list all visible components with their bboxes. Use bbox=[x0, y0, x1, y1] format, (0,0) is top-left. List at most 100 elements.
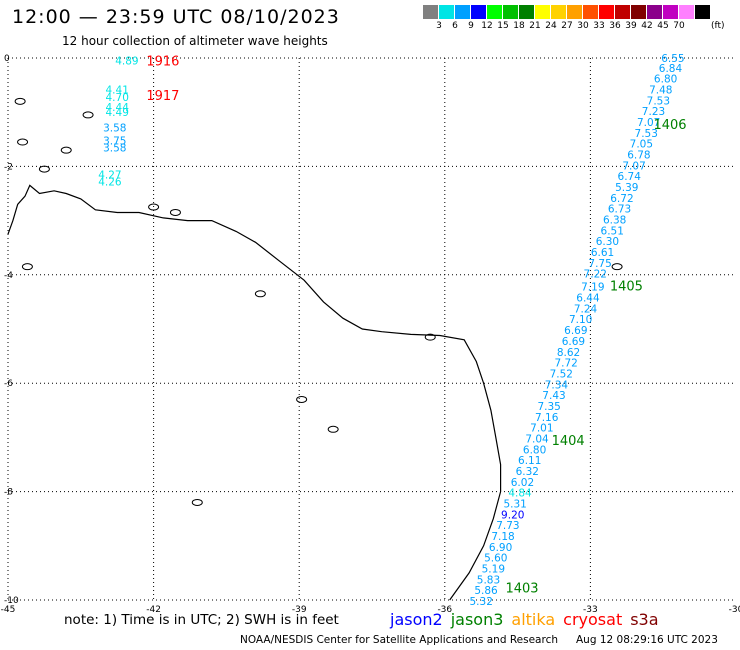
lat-tick-label: -6 bbox=[4, 379, 13, 389]
legend-tick-label: 18 bbox=[513, 21, 525, 31]
legend-tick-label: 9 bbox=[468, 21, 474, 31]
swh-label: 6.38 bbox=[603, 215, 626, 227]
swh-label: 6.61 bbox=[591, 247, 614, 259]
legend-swatch bbox=[647, 5, 663, 19]
island bbox=[169, 208, 181, 216]
swh-label: 5.83 bbox=[477, 574, 500, 586]
swh-label: 6.44 bbox=[576, 293, 600, 305]
page-title: 12:00 — 23:59 UTC 08/10/2023 bbox=[12, 6, 340, 28]
legend-tick-label: 30 bbox=[577, 21, 589, 31]
swh-label: 6.69 bbox=[564, 325, 587, 337]
coastline bbox=[7, 184, 502, 601]
swh-label: 4.41 bbox=[106, 84, 129, 96]
lon-tick-label: -36 bbox=[437, 605, 452, 615]
swh-label: 7.23 bbox=[642, 106, 665, 118]
swh-label: 7.16 bbox=[535, 412, 559, 424]
swh-label: 6.32 bbox=[516, 466, 539, 478]
legend-tick-label: 12 bbox=[481, 21, 493, 31]
swh-label: 7.24 bbox=[574, 303, 598, 315]
swh-label: 6.73 bbox=[608, 204, 631, 216]
swh-label: 7.48 bbox=[649, 84, 672, 96]
legend-tick-label: 24 bbox=[545, 21, 557, 31]
track-id-label: 1917 bbox=[146, 89, 179, 104]
island bbox=[327, 425, 339, 433]
legend-tick-label: 70 bbox=[673, 21, 685, 31]
island bbox=[254, 290, 266, 298]
swh-label: 7.53 bbox=[635, 128, 658, 140]
lon-tick-label: -42 bbox=[146, 605, 161, 615]
swh-label: 7.04 bbox=[525, 433, 549, 445]
legend-tick-label: 42 bbox=[641, 21, 653, 31]
swh-label: 7.34 bbox=[545, 379, 569, 391]
legend-swatch bbox=[663, 5, 679, 19]
map-grid bbox=[7, 57, 736, 601]
swh-label: 7.72 bbox=[554, 358, 577, 370]
legend-tick-label: 21 bbox=[529, 21, 541, 31]
legend-swatch bbox=[551, 5, 567, 19]
swh-label: 6.69 bbox=[562, 336, 585, 348]
legend-swatch bbox=[567, 5, 583, 19]
legend-swatch bbox=[487, 5, 503, 19]
swh-label: 7.75 bbox=[588, 258, 611, 270]
legend-swatch bbox=[519, 5, 535, 19]
satellite-cryosat: cryosat bbox=[563, 610, 623, 629]
page-subtitle: 12 hour collection of altimeter wave hei… bbox=[62, 34, 328, 48]
island bbox=[191, 498, 203, 506]
legend-swatch bbox=[599, 5, 615, 19]
legend-tick-label: 3 bbox=[436, 21, 442, 31]
swh-label: 5.32 bbox=[470, 596, 493, 608]
legend-tick-label: 27 bbox=[561, 21, 573, 31]
swh-label: 6.51 bbox=[601, 225, 624, 237]
swh-label: 6.74 bbox=[618, 171, 642, 183]
satellite-legend: jason2 jason3 altika cryosat s3a bbox=[390, 610, 667, 629]
swh-label: 6.55 bbox=[661, 53, 684, 65]
swh-label: 6.02 bbox=[511, 477, 534, 489]
legend-swatch bbox=[503, 5, 519, 19]
lat-tick-label: -4 bbox=[4, 271, 13, 281]
swh-label: 6.78 bbox=[627, 149, 650, 161]
swh-label: 7.43 bbox=[542, 390, 565, 402]
island bbox=[14, 97, 26, 105]
swh-label: 6.80 bbox=[654, 74, 677, 86]
swh-label: 7.10 bbox=[569, 314, 592, 326]
island bbox=[21, 263, 33, 271]
satellite-jason3: jason3 bbox=[450, 610, 504, 629]
swh-label: 7.05 bbox=[630, 139, 653, 151]
swh-label: 6.84 bbox=[659, 63, 683, 75]
swh-label: 6.90 bbox=[489, 542, 512, 554]
legend-swatch bbox=[535, 5, 551, 19]
legend-tick-label: 33 bbox=[593, 21, 605, 31]
legend-swatch bbox=[455, 5, 471, 19]
swh-label: 7.73 bbox=[496, 520, 519, 532]
lon-tick-label: -45 bbox=[1, 605, 16, 615]
swh-label: 3.58 bbox=[103, 142, 126, 154]
legend-swatch bbox=[471, 5, 487, 19]
color-scale-ticks: 3 6 9 12 15 18 21 24 27 30 33 36 39 42 45 70 bbox=[423, 19, 711, 33]
swh-label: 4.49 bbox=[106, 107, 129, 119]
swh-label: 7.53 bbox=[647, 95, 670, 107]
track-id-label: 1404 bbox=[552, 434, 585, 449]
swh-label: 4.44 bbox=[106, 102, 130, 114]
coastline-layer bbox=[7, 97, 623, 601]
legend-swatch bbox=[423, 5, 439, 19]
swh-label: 4.89 bbox=[115, 56, 138, 68]
swh-label: 7.19 bbox=[581, 282, 604, 294]
legend-tick-label: 15 bbox=[497, 21, 509, 31]
legend-swatch bbox=[679, 5, 695, 19]
generated-timestamp: Aug 12 08:29:16 UTC 2023 bbox=[576, 634, 718, 646]
lat-tick-label: -10 bbox=[4, 596, 19, 606]
swh-label: 5.39 bbox=[615, 182, 638, 194]
legend-tick-label: 45 bbox=[657, 21, 669, 31]
swh-label: 4.84 bbox=[508, 488, 532, 500]
swh-label: 7.18 bbox=[491, 531, 514, 543]
swh-label: 9.20 bbox=[501, 509, 524, 521]
island bbox=[38, 165, 50, 173]
swh-label: 7.52 bbox=[550, 368, 573, 380]
swh-label: 7.35 bbox=[537, 401, 560, 413]
legend-tick-label: 36 bbox=[609, 21, 621, 31]
swh-label: 5.60 bbox=[484, 553, 507, 565]
legend-swatch bbox=[615, 5, 631, 19]
swh-label: 3.58 bbox=[103, 122, 126, 134]
track-layer: 4.89 4.414.704.444.49 3.583.753.58 4.274.26… bbox=[98, 53, 686, 608]
